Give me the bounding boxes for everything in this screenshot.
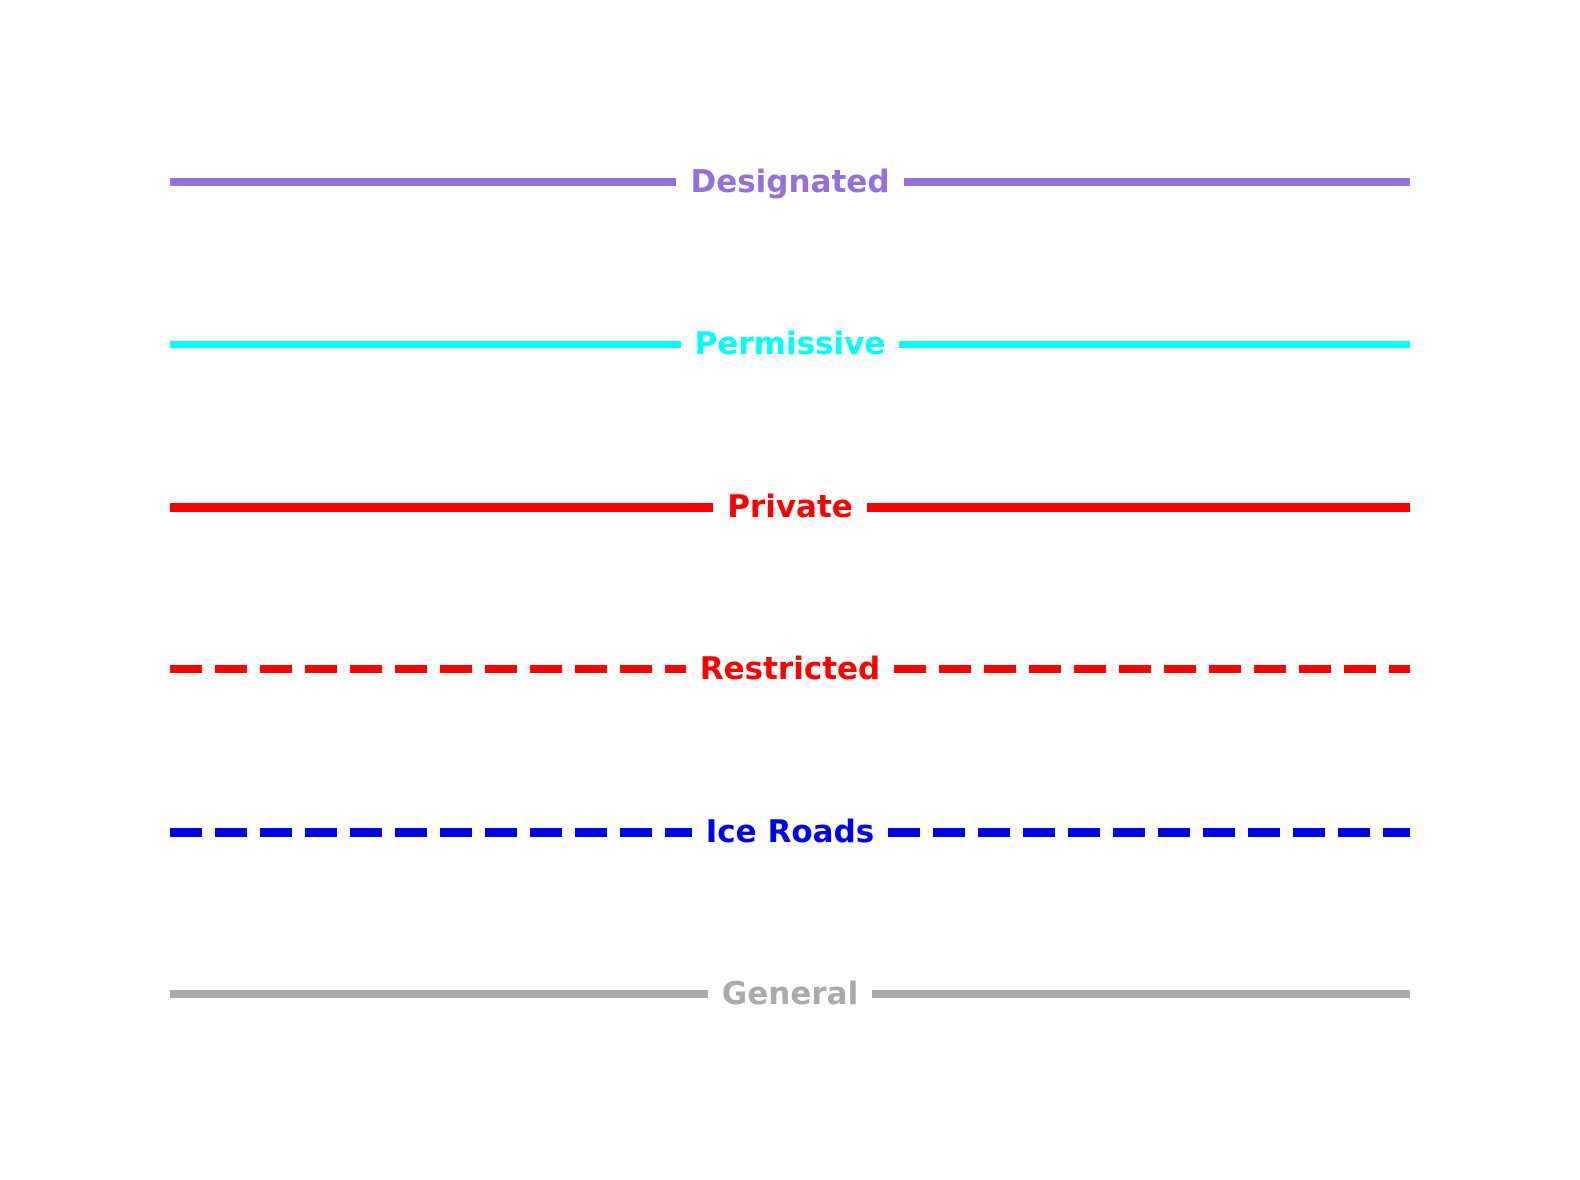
line-segment-right (872, 990, 1410, 998)
legend-label-general: General (721, 976, 859, 1012)
legend-label-designated: Designated (690, 164, 890, 200)
legend-label-permissive: Permissive (694, 326, 886, 362)
line-segment-left (170, 990, 708, 998)
line-segment-left (170, 827, 692, 837)
legend-row-permissive: Permissive (170, 322, 1411, 366)
legend-label-ice-roads: Ice Roads (705, 814, 875, 850)
legend-row-restricted: Restricted (170, 647, 1410, 691)
line-segment-right (894, 665, 1410, 673)
line-segment-right (899, 340, 1411, 348)
line-segment-left (170, 665, 686, 673)
line-segment-right (903, 178, 1410, 186)
legend-label-private: Private (727, 489, 853, 525)
legend-row-designated: Designated (170, 160, 1410, 204)
legend-row-general: General (170, 972, 1410, 1016)
line-segment-right (888, 827, 1410, 837)
line-segment-left (170, 340, 681, 348)
line-segment-left (170, 502, 714, 512)
legend-row-ice-roads: Ice Roads (170, 810, 1410, 854)
legend-label-restricted: Restricted (699, 651, 881, 687)
line-segment-left (170, 178, 677, 186)
legend-row-private: Private (170, 485, 1411, 529)
line-segment-right (866, 502, 1411, 512)
